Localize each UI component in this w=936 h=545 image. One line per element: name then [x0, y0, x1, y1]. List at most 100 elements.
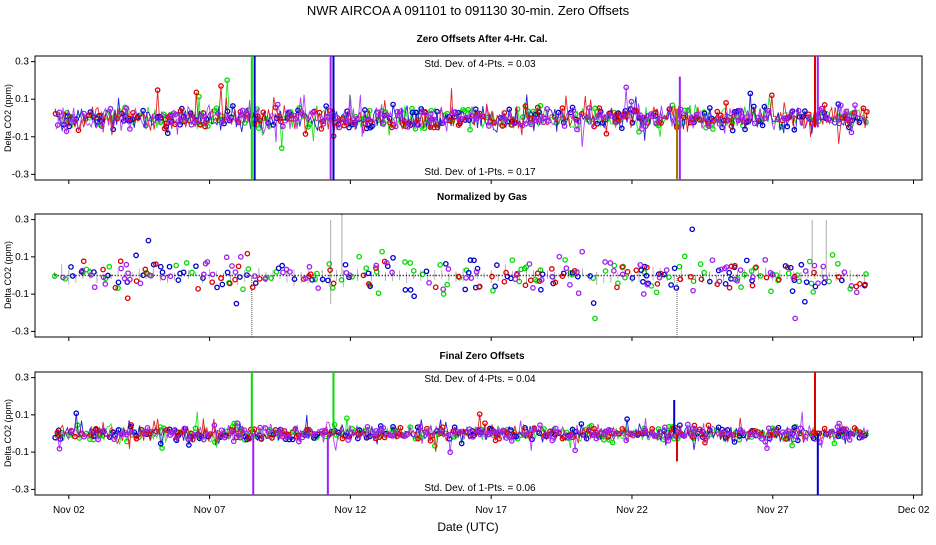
panel-2-point-series-2	[787, 264, 794, 271]
panel-3-point-series-4	[829, 428, 835, 435]
panel-2-point-series-1	[326, 261, 333, 267]
panel-3-point-series-1	[212, 439, 218, 445]
panel-3-point-series-3	[851, 425, 858, 431]
panel-3-point-series-3	[427, 437, 434, 444]
panel-1-point-series-4	[825, 116, 832, 123]
panel-2-point-series-4	[440, 286, 447, 293]
panel-3-point-series-3	[207, 431, 214, 437]
panel-3-point-series-4	[280, 433, 286, 440]
panel-3-point-series-1	[600, 436, 607, 443]
panel-2-point-series-2	[319, 276, 326, 283]
panel-2-point-series-4	[811, 262, 818, 269]
panel-2-point-series-2	[689, 226, 696, 233]
panel-2-point-series-3	[256, 275, 263, 282]
panel-2-point-series-1	[329, 285, 336, 291]
panel-2-point-series-4	[822, 274, 828, 281]
panel-1-point-series-4	[528, 121, 535, 128]
panel-3-point-series-3	[821, 425, 828, 432]
panel-3-point-series-4	[656, 429, 663, 435]
panel-2-point-series-2	[643, 272, 650, 279]
panel-1-std-dev-1pts: Std. Dev. of 1-Pts. = 0.17	[424, 167, 536, 178]
panel-2-point-series-1	[245, 266, 252, 272]
panel-2-point-series-4	[663, 267, 670, 273]
panel-1-line-series-4	[55, 87, 868, 148]
panel-2-point-series-1	[312, 276, 319, 283]
panel-1-point-series-4	[818, 105, 825, 112]
panel-3-point-series-4	[556, 429, 563, 436]
panel-2-point-series-4	[579, 248, 586, 255]
panel-3-point-series-4	[739, 429, 746, 435]
panel-2-point-series-2	[69, 273, 76, 279]
panel-2-point-series-3	[753, 264, 759, 271]
panel-2-point-series-3	[614, 284, 620, 291]
panel-2-point-series-3	[763, 274, 770, 281]
panel-2-point-series-3	[732, 262, 738, 269]
panel-1-point-series-2	[94, 119, 101, 125]
panel-1-point-series-4	[419, 109, 425, 116]
panel-2-point-series-3	[455, 273, 462, 280]
panel-3-point-series-4	[128, 429, 135, 435]
x-tick-label: Nov 07	[194, 505, 226, 516]
panel-3-point-series-4	[373, 427, 380, 434]
panel-2-point-series-2	[291, 276, 298, 282]
panel-2-title: Normalized by Gas	[437, 192, 527, 203]
panel-2-point-series-4	[262, 276, 269, 282]
panel-2-point-series-1	[437, 261, 443, 268]
panel-2-point-series-2	[671, 265, 678, 272]
panel-3-point-series-4	[836, 420, 842, 427]
panel-2-point-series-1	[379, 248, 385, 255]
panel-2-point-series-2	[803, 279, 810, 286]
panel-1-point-series-4	[225, 115, 232, 122]
panel-2-point-series-1	[419, 271, 426, 278]
panel-2-point-series-4	[280, 269, 286, 276]
panel-2-point-series-4	[656, 274, 663, 281]
panel-2-point-series-1	[189, 269, 195, 276]
panel-3-point-series-4	[95, 436, 102, 443]
panel-3-point-series-4	[848, 430, 855, 437]
panel-2-ytick-label: -0.3	[12, 326, 30, 337]
panel-1-ytick-label: -0.3	[12, 169, 30, 180]
panel-2-point-series-2	[590, 300, 597, 306]
panel-3-point-series-4	[785, 428, 791, 434]
panel-2-point-series-2	[342, 261, 349, 268]
panel-2-point-series-4	[100, 274, 107, 281]
panel-1-std-dev-4pts: Std. Dev. of 4-Pts. = 0.03	[424, 59, 536, 70]
panel-2-point-series-1	[106, 263, 113, 270]
panel-2-point-series-4	[792, 315, 798, 322]
panel-2-point-series-1	[785, 270, 792, 277]
panel-2-ytick-label: -0.1	[12, 289, 30, 300]
panel-final-zero-offsets: Final Zero Offsets Delta CO2 (ppm) Std. …	[3, 351, 923, 499]
panel-2-point-series-1	[757, 273, 764, 279]
panel-1-point-series-4	[574, 126, 580, 133]
panel-2-point-series-2	[798, 261, 805, 268]
panel-2-point-series-1	[314, 270, 320, 277]
panel-2-point-series-3	[688, 273, 694, 280]
panel-2-point-series-4	[251, 273, 258, 279]
panel-2-point-series-3	[677, 276, 684, 283]
panel-3-ylabel: Delta CO2 (ppm)	[3, 399, 13, 467]
panel-3-point-series-4	[508, 438, 515, 444]
panel-1-point-series-4	[609, 113, 615, 119]
panel-2-ytick-label: 0.1	[15, 252, 29, 263]
panel-2-point-series-4	[426, 279, 432, 286]
panel-2-point-series-2	[802, 298, 808, 305]
panel-2-point-series-4	[445, 266, 452, 272]
panel-2-point-series-2	[115, 279, 122, 286]
panel-3-point-series-3	[856, 429, 863, 435]
panel-1-point-series-2	[802, 108, 808, 114]
panel-2-point-series-1	[537, 267, 544, 273]
panel-2-point-series-2	[492, 283, 498, 290]
panel-2-point-series-1	[338, 277, 345, 283]
panel-2-point-series-2	[193, 263, 199, 270]
panel-2-point-series-2	[706, 278, 713, 285]
panel-1-point-series-4	[788, 109, 795, 116]
panel-2-point-series-1	[808, 280, 815, 287]
panel-2-point-series-2	[233, 300, 240, 307]
panel-1-ytick-label: 0.1	[15, 94, 29, 105]
panel-2-point-series-1	[768, 288, 774, 295]
panel-2-point-series-3	[244, 250, 251, 257]
panel-2-point-series-1	[115, 285, 121, 291]
panel-1-point-series-4	[501, 116, 508, 122]
panel-2-point-series-1	[666, 274, 672, 281]
